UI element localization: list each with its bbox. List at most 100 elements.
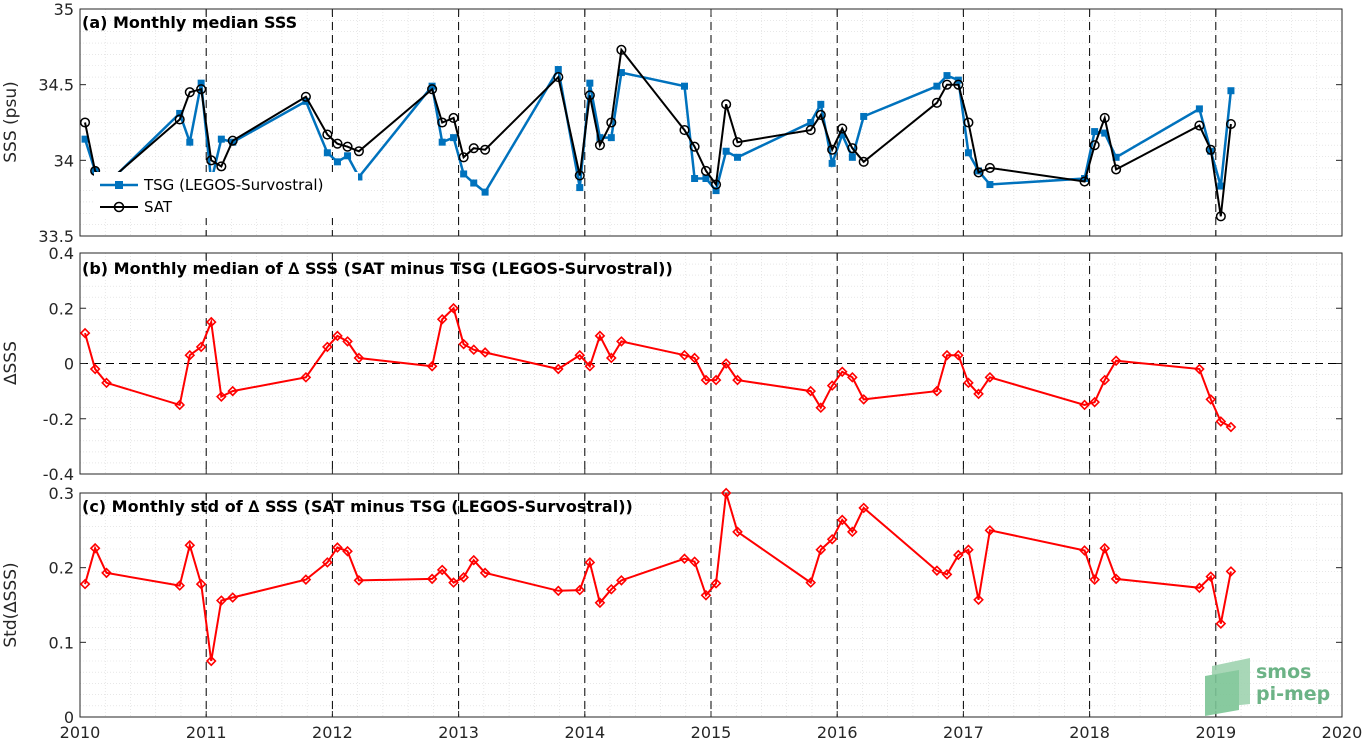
sat-point bbox=[458, 152, 469, 163]
std-delta-sss-point bbox=[300, 574, 312, 585]
delta-sss-point bbox=[732, 374, 743, 386]
delta-sss-point bbox=[468, 344, 480, 356]
delta-sss-point bbox=[847, 371, 858, 383]
tsg-point bbox=[333, 158, 341, 166]
tsg-point bbox=[828, 159, 836, 167]
sat-point bbox=[1079, 176, 1090, 187]
std-delta-sss-point bbox=[847, 526, 858, 538]
y-tick-label: -0.2 bbox=[43, 410, 74, 429]
y-tick-label: 33.5 bbox=[38, 227, 74, 246]
delta-sss-point bbox=[584, 360, 596, 372]
std-delta-sss-point bbox=[858, 502, 870, 514]
tsg-point bbox=[197, 79, 205, 87]
sat-point bbox=[196, 84, 207, 95]
std-delta-sss-point bbox=[941, 569, 953, 580]
y-tick-label: -0.4 bbox=[43, 465, 74, 484]
std-delta-sss-point bbox=[1079, 545, 1090, 556]
sat-point bbox=[206, 155, 217, 166]
tsg-point bbox=[986, 181, 994, 189]
std-delta-sss-point bbox=[1194, 582, 1205, 594]
sat-point bbox=[689, 141, 700, 152]
y-tick-label: 34.5 bbox=[38, 76, 74, 95]
std-delta-sss-point bbox=[458, 572, 469, 583]
tsg-point bbox=[1112, 153, 1120, 161]
delta-sss-point bbox=[1215, 416, 1227, 427]
tsg-point bbox=[848, 153, 856, 161]
tsg-point bbox=[176, 109, 184, 117]
y-tick-label: 0.2 bbox=[49, 559, 74, 578]
y-tick-label: 0.3 bbox=[49, 484, 74, 503]
tsg-point bbox=[807, 119, 815, 126]
std-delta-sss-point bbox=[1089, 574, 1100, 585]
sat-point bbox=[174, 114, 185, 125]
sat-point bbox=[679, 125, 690, 136]
tsg-point bbox=[470, 179, 478, 187]
sat-point bbox=[480, 144, 491, 155]
std-delta-sss-point bbox=[720, 487, 732, 499]
std-delta-sss-point bbox=[594, 597, 606, 609]
sat-point bbox=[79, 117, 91, 128]
sat-point bbox=[1194, 120, 1205, 131]
tsg-point bbox=[933, 82, 941, 90]
y-tick-label: 0.4 bbox=[49, 244, 74, 263]
legend-tsg-label: TSG (LEGOS-Survostral) bbox=[143, 176, 323, 194]
delta-sss-point bbox=[616, 336, 627, 347]
delta-sss-point bbox=[332, 330, 343, 342]
std-delta-sss-point bbox=[953, 549, 964, 561]
sat-point bbox=[1099, 112, 1110, 124]
tsg-point bbox=[1091, 128, 1099, 136]
tsg-point bbox=[323, 149, 331, 157]
std-delta-sss-point bbox=[710, 578, 722, 589]
delta-sss-point bbox=[953, 349, 964, 361]
delta-sss-series-line bbox=[84, 306, 1232, 428]
std-delta-sss-point bbox=[963, 544, 974, 556]
std-delta-sss-point bbox=[984, 525, 996, 536]
sat-point bbox=[184, 87, 195, 98]
tsg-point bbox=[596, 134, 604, 142]
sat-point bbox=[216, 161, 227, 172]
std-delta-sss-point bbox=[1215, 618, 1227, 629]
y-tick-label: 0.1 bbox=[49, 633, 74, 652]
tsg-point bbox=[450, 134, 458, 142]
x-tick-label: 2015 bbox=[691, 723, 732, 742]
std-delta-sss-point bbox=[732, 526, 743, 538]
sat-point bbox=[1225, 118, 1236, 130]
std-delta-sss-point bbox=[584, 557, 596, 568]
panel-c-std-delta-sss: 0 0.1 0.2 0.3 2010 2011 2012 2013 2014 2015 2016 20… bbox=[49, 484, 1363, 742]
std-delta-sss-point bbox=[1225, 566, 1237, 577]
tsg-point bbox=[1101, 129, 1109, 137]
tsg-point bbox=[344, 152, 352, 160]
delta-sss-point bbox=[1225, 421, 1237, 433]
std-delta-sss-point bbox=[89, 542, 101, 554]
tsg-point bbox=[964, 149, 972, 157]
std-delta-sss-point bbox=[101, 567, 112, 579]
sat-point bbox=[1205, 144, 1216, 155]
sat-point bbox=[584, 90, 595, 101]
std-delta-sss-point bbox=[216, 595, 227, 606]
std-delta-sss-point bbox=[79, 578, 91, 590]
panel-b-delta-sss: -0.4 -0.2 0 0.2 0.4 bbox=[43, 244, 1343, 484]
delta-sss-point bbox=[552, 363, 564, 375]
x-tick-label: 2020 bbox=[1322, 723, 1363, 742]
std-delta-sss-point bbox=[605, 583, 617, 595]
delta-sss-point bbox=[184, 349, 196, 361]
tsg-point bbox=[554, 66, 562, 74]
panel-b-title: (b) Monthly median of ∆ SSS (SAT minus T… bbox=[82, 259, 673, 278]
panel-b-ylabel: ∆SSS bbox=[1, 341, 21, 386]
legend-entry-sat: SAT bbox=[100, 198, 173, 216]
sat-point bbox=[931, 97, 942, 108]
std-delta-sss-point bbox=[174, 580, 186, 591]
std-delta-sss-point bbox=[353, 575, 365, 586]
sat-point bbox=[448, 112, 459, 124]
logo-text-pi-mep: pi-mep bbox=[1256, 683, 1330, 705]
tsg-point bbox=[817, 100, 825, 108]
legend-sat-label: SAT bbox=[144, 198, 173, 216]
panel-c-ylabel: Std(∆SSS) bbox=[1, 562, 21, 647]
delta-sss-point bbox=[216, 391, 227, 402]
delta-sss-point bbox=[963, 377, 974, 389]
delta-sss-point bbox=[342, 336, 353, 347]
std-delta-sss-point bbox=[227, 592, 239, 603]
delta-sss-point bbox=[984, 371, 996, 383]
x-tick-label: 2013 bbox=[438, 723, 479, 742]
tsg-point bbox=[680, 82, 688, 90]
